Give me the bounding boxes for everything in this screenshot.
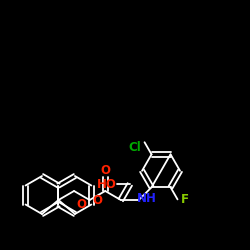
Text: F: F xyxy=(180,193,188,206)
Text: O: O xyxy=(77,198,87,211)
Text: O: O xyxy=(100,164,110,177)
Text: NH: NH xyxy=(137,192,157,204)
Text: O: O xyxy=(92,194,102,207)
Text: Cl: Cl xyxy=(128,141,141,154)
Text: HO: HO xyxy=(97,178,117,191)
